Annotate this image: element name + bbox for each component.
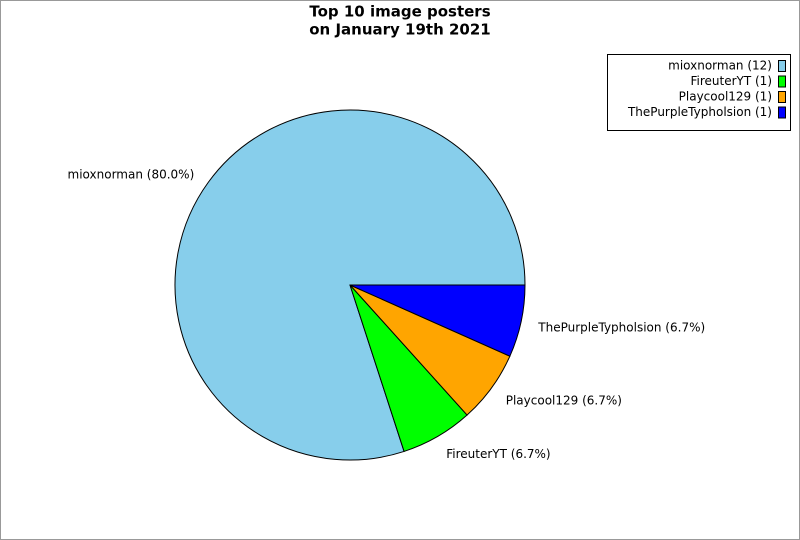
chart-title: on January 19th 2021 — [309, 21, 490, 39]
chart-title: Top 10 image posters — [309, 3, 490, 21]
legend-swatch — [778, 91, 786, 103]
legend-label: FireuterYT (1) — [690, 74, 772, 88]
legend-label: mioxnorman (12) — [668, 59, 772, 73]
slice-label: FireuterYT (6.7%) — [446, 447, 550, 461]
legend-label: ThePurpleTypholsion (1) — [627, 105, 772, 119]
legend-label: Playcool129 (1) — [679, 90, 772, 104]
slice-label: mioxnorman (80.0%) — [68, 167, 195, 181]
legend-box — [607, 54, 791, 131]
legend-swatch — [778, 75, 786, 88]
pie-slice — [349, 284, 526, 357]
slice-label: ThePurpleTypholsion (6.7%) — [537, 321, 705, 335]
slice-label: Playcool129 (6.7%) — [506, 394, 622, 408]
legend-swatch — [778, 106, 786, 119]
legend-swatch — [778, 60, 786, 72]
